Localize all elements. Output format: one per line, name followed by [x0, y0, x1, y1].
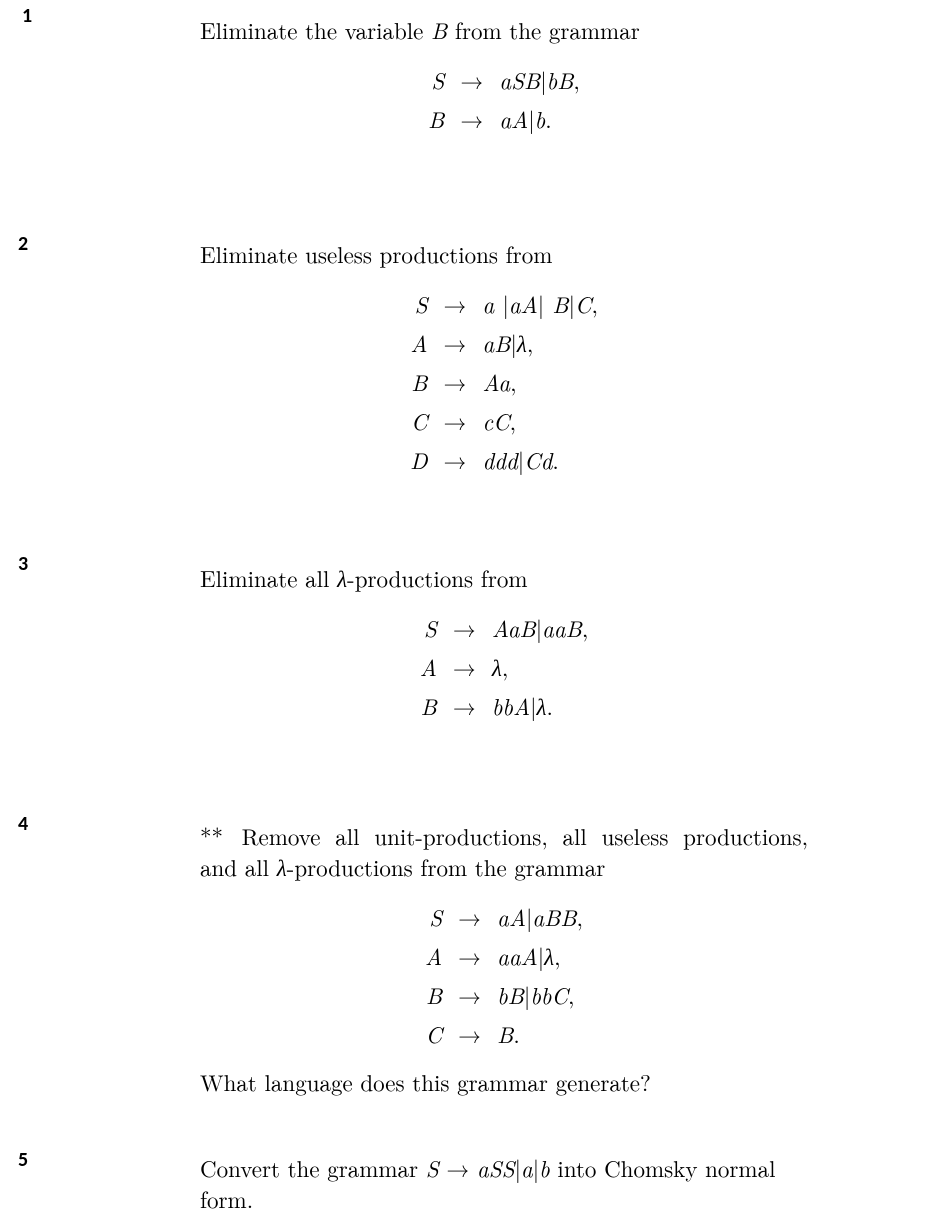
- grammar-lhs: B: [421, 976, 446, 1013]
- grammar-rhs: AaB|aaB,: [488, 609, 592, 646]
- problem-prompt: Eliminate the variable B from the gramma…: [200, 14, 808, 45]
- problem-number-label: 1: [22, 4, 32, 28]
- grammar-lhs: C: [406, 402, 431, 439]
- problem-prompt: Convert the grammar S → aSS|a|b into Cho…: [200, 1152, 808, 1214]
- grammar-rhs: aA|aBB,: [493, 898, 587, 935]
- grammar-arrow: →: [450, 61, 493, 98]
- problem-body: Eliminate all λ-productions fromS→AaB|aa…: [200, 562, 808, 726]
- grammar-arrow: →: [434, 363, 477, 400]
- grammar-row: S→aSB|bB,: [424, 61, 584, 98]
- problem-body: ** Remove all unit-productions, all usel…: [200, 820, 808, 1097]
- grammar-lhs: S: [416, 609, 441, 646]
- grammar-row: S→a |aA| B|C,: [406, 285, 602, 322]
- grammar-row: A→λ,: [416, 648, 592, 685]
- grammar-row: B→aA|b.: [424, 100, 584, 137]
- grammar-rhs: aaA|λ,: [493, 937, 587, 974]
- grammar-arrow: →: [434, 285, 477, 322]
- grammar-lhs: A: [406, 324, 431, 361]
- problem-number-label: 3: [18, 552, 28, 576]
- grammar-rhs: bbA|λ.: [488, 687, 592, 724]
- grammar-arrow: →: [448, 898, 491, 935]
- grammar-lhs: B: [416, 687, 441, 724]
- grammar-lhs: A: [421, 937, 446, 974]
- grammar-arrow: →: [434, 324, 477, 361]
- problem-prompt: Eliminate useless productions from: [200, 238, 808, 269]
- grammar-arrow: →: [434, 441, 477, 478]
- grammar-row: C→B.: [421, 1015, 587, 1052]
- grammar-lhs: B: [406, 363, 431, 400]
- grammar-rhs: Aa,: [479, 363, 602, 400]
- grammar-lhs: B: [424, 100, 448, 137]
- grammar-arrow: →: [448, 1015, 491, 1052]
- grammar-lhs: S: [421, 898, 446, 935]
- grammar-lhs: A: [416, 648, 441, 685]
- grammar-rhs: B.: [493, 1015, 587, 1052]
- problem-number-label: 5: [18, 1148, 28, 1172]
- grammar-arrow: →: [434, 402, 477, 439]
- problem-after-text: What language does this grammar generate…: [200, 1066, 808, 1097]
- grammar-row: B→Aa,: [406, 363, 602, 400]
- grammar-lhs: S: [424, 61, 448, 98]
- grammar-row: B→bB|bbC,: [421, 976, 587, 1013]
- grammar-rhs: aB|λ,: [479, 324, 602, 361]
- grammar-arrow: →: [443, 609, 486, 646]
- grammar-rhs: cC,: [479, 402, 602, 439]
- grammar-table: S→aSB|bB,B→aA|b.: [422, 59, 586, 139]
- grammar-arrow: →: [448, 976, 491, 1013]
- grammar-row: B→bbA|λ.: [416, 687, 592, 724]
- grammar-arrow: →: [450, 100, 493, 137]
- grammar-rhs: ddd|Cd.: [479, 441, 602, 478]
- grammar-rhs: bB|bbC,: [493, 976, 587, 1013]
- grammar-rhs: aA|b.: [495, 100, 583, 137]
- problem-body: Eliminate useless productions fromS→a |a…: [200, 238, 808, 480]
- problem-prompt: ** Remove all unit-productions, all usel…: [200, 820, 808, 882]
- problem-prompt: Eliminate all λ-productions from: [200, 562, 808, 593]
- grammar-arrow: →: [443, 687, 486, 724]
- grammar-rhs: a |aA| B|C,: [479, 285, 602, 322]
- grammar-row: S→AaB|aaB,: [416, 609, 592, 646]
- grammar-row: C→cC,: [406, 402, 602, 439]
- grammar-lhs: S: [406, 285, 431, 322]
- grammar-table: S→AaB|aaB,A→λ,B→bbA|λ.: [414, 607, 594, 726]
- problem-body: Convert the grammar S → aSS|a|b into Cho…: [200, 1152, 808, 1214]
- grammar-row: A→aaA|λ,: [421, 937, 587, 974]
- problem-number-label: 4: [18, 812, 28, 836]
- grammar-arrow: →: [448, 937, 491, 974]
- grammar-table: S→a |aA| B|C,A→aB|λ,B→Aa,C→cC,D→ddd|Cd.: [404, 283, 604, 480]
- grammar-arrow: →: [443, 648, 486, 685]
- problem-number-label: 2: [18, 232, 28, 256]
- grammar-rhs: λ,: [488, 648, 592, 685]
- grammar-lhs: C: [421, 1015, 446, 1052]
- grammar-lhs: D: [406, 441, 431, 478]
- grammar-row: D→ddd|Cd.: [406, 441, 602, 478]
- grammar-rhs: aSB|bB,: [495, 61, 583, 98]
- grammar-table: S→aA|aBB,A→aaA|λ,B→bB|bbC,C→B.: [419, 896, 589, 1054]
- grammar-row: A→aB|λ,: [406, 324, 602, 361]
- grammar-row: S→aA|aBB,: [421, 898, 587, 935]
- problem-body: Eliminate the variable B from the gramma…: [200, 14, 808, 139]
